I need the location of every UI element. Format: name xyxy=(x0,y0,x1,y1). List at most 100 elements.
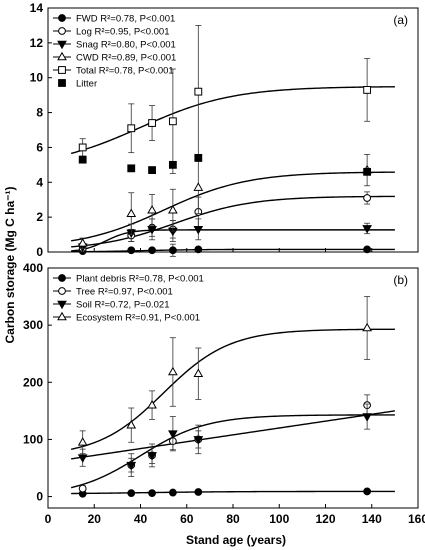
legend-marker-cwd xyxy=(57,51,67,61)
data-point-ecosystem xyxy=(126,419,137,429)
y-tick-label: 100 xyxy=(23,432,43,446)
y-axis-title: Carbon storage (Mg C ha⁻¹) xyxy=(3,186,17,343)
legend-label-plant-debris: Plant debris R²=0.78, P<0.001 xyxy=(76,274,204,285)
legend-label-litter: Litter xyxy=(76,79,97,90)
legend-label-snag: Snag R²=0.80, P<0.001 xyxy=(76,40,176,51)
data-point-ecosystem xyxy=(362,322,372,332)
data-point-plant-debris xyxy=(194,488,203,496)
panel-a: 0 2 4 6 8 10 12 14 (a) FWD R²=0.78, P<0.001 Log R²… xyxy=(30,1,419,259)
data-point-fwd xyxy=(194,245,203,254)
data-point-soil xyxy=(77,454,88,463)
x-tick-label: 0 xyxy=(45,512,52,526)
legend-label-cwd: CWD R²=0.89, P<0.001 xyxy=(76,53,176,64)
data-point-cwd xyxy=(147,204,157,214)
data-point-total xyxy=(168,117,177,126)
y-tick-label: 0 xyxy=(36,490,43,504)
legend-label-fwd: FWD R²=0.78, P<0.001 xyxy=(76,14,175,25)
data-point-litter xyxy=(168,160,177,169)
data-point-litter xyxy=(194,153,203,162)
y-tick-label: 8 xyxy=(36,106,43,120)
data-point-total xyxy=(78,143,87,152)
legend-marker-ecosystem xyxy=(57,311,67,321)
legend-label-total: Total R²=0.78, P<0.001 xyxy=(76,66,174,77)
data-point-litter xyxy=(78,155,87,164)
fit-curve-ecosystem xyxy=(70,328,395,450)
legend-marker-soil xyxy=(57,300,67,310)
legend-marker-fwd xyxy=(58,14,66,22)
legend-label-ecosystem: Ecosystem R²=0.91, P<0.001 xyxy=(76,313,200,324)
data-point-cwd xyxy=(126,208,137,217)
y-tick-label: 300 xyxy=(23,318,43,332)
data-point-ecosystem xyxy=(193,368,204,378)
x-tick-label: 100 xyxy=(269,512,289,526)
fit-curve-soil xyxy=(71,410,395,460)
data-point-total xyxy=(148,119,156,127)
legend-marker-tree xyxy=(58,287,66,295)
y-tick-label: 12 xyxy=(30,36,44,50)
data-point-cwd xyxy=(168,204,178,214)
fit-curve-total xyxy=(70,86,395,155)
data-point-fwd xyxy=(168,246,177,255)
x-tick-label: 80 xyxy=(226,512,240,526)
fit-curve-fwd xyxy=(71,248,395,253)
data-point-plant-debris xyxy=(127,489,136,498)
data-point-litter xyxy=(363,167,372,176)
data-point-fwd xyxy=(148,246,156,255)
y-tick-label: 4 xyxy=(36,175,43,189)
data-point-tree xyxy=(78,484,87,493)
data-point-snag xyxy=(193,226,204,235)
y-tick-label: 6 xyxy=(36,140,43,154)
panel-label: (a) xyxy=(393,13,408,27)
data-point-soil xyxy=(147,452,157,461)
data-point-ecosystem xyxy=(147,399,157,409)
data-point-plant-debris xyxy=(168,488,177,497)
y-tick-label: 400 xyxy=(23,261,43,275)
x-tick-label: 40 xyxy=(134,512,148,526)
data-point-plant-debris xyxy=(148,489,156,498)
panel-label: (b) xyxy=(393,273,408,287)
legend-label-tree: Tree R²=0.97, P<0.001 xyxy=(76,287,173,298)
x-tick-label: 60 xyxy=(180,512,194,526)
data-point-litter xyxy=(148,166,156,174)
data-point-snag xyxy=(147,226,157,235)
legend-marker-total xyxy=(58,66,66,74)
fit-curve-cwd xyxy=(71,171,395,242)
x-tick-label: 140 xyxy=(362,512,382,526)
legend-label-soil: Soil R²=0.72, P=0.021 xyxy=(76,300,169,311)
data-point-fwd xyxy=(127,246,136,255)
x-tick-label: 160 xyxy=(408,512,425,526)
data-point-plant-debris xyxy=(363,487,372,496)
data-point-log xyxy=(363,194,372,202)
legend-marker-plant-debris xyxy=(58,274,66,282)
data-point-cwd xyxy=(193,182,204,191)
data-point-ecosystem xyxy=(168,366,178,376)
data-point-ecosystem xyxy=(77,437,88,446)
y-tick-label: 2 xyxy=(36,210,43,224)
y-tick-label: 14 xyxy=(30,1,44,15)
panel-b: 0 100 200 300 400 0 20 40 60 80 100 120 140 160 (b) Pla… xyxy=(23,261,425,526)
data-point-total xyxy=(363,86,372,94)
legend-marker-snag xyxy=(57,40,67,50)
x-tick-label: 20 xyxy=(88,512,102,526)
data-point-soil xyxy=(362,413,372,422)
y-tick-label: 200 xyxy=(23,375,43,389)
fit-curve-plant-debris xyxy=(71,490,395,495)
data-point-cwd xyxy=(77,238,88,247)
data-point-snag xyxy=(362,225,372,234)
fit-curve-log xyxy=(71,195,395,248)
y-tick-label: 10 xyxy=(30,71,44,85)
x-axis-title: Stand age (years) xyxy=(186,533,286,547)
legend-marker-log xyxy=(58,27,66,35)
fit-curve-snag xyxy=(71,229,395,252)
x-tick-label: 120 xyxy=(315,512,335,526)
y-tick-label: 0 xyxy=(36,245,43,259)
data-point-total xyxy=(194,87,203,96)
data-point-soil xyxy=(193,436,204,445)
data-point-total xyxy=(127,124,136,133)
data-point-soil xyxy=(126,461,137,471)
legend-label-log: Log R²=0.95, P<0.001 xyxy=(76,27,170,38)
fit-curve-tree xyxy=(70,414,395,489)
legend-marker-litter xyxy=(58,79,66,87)
data-point-litter xyxy=(127,164,136,173)
